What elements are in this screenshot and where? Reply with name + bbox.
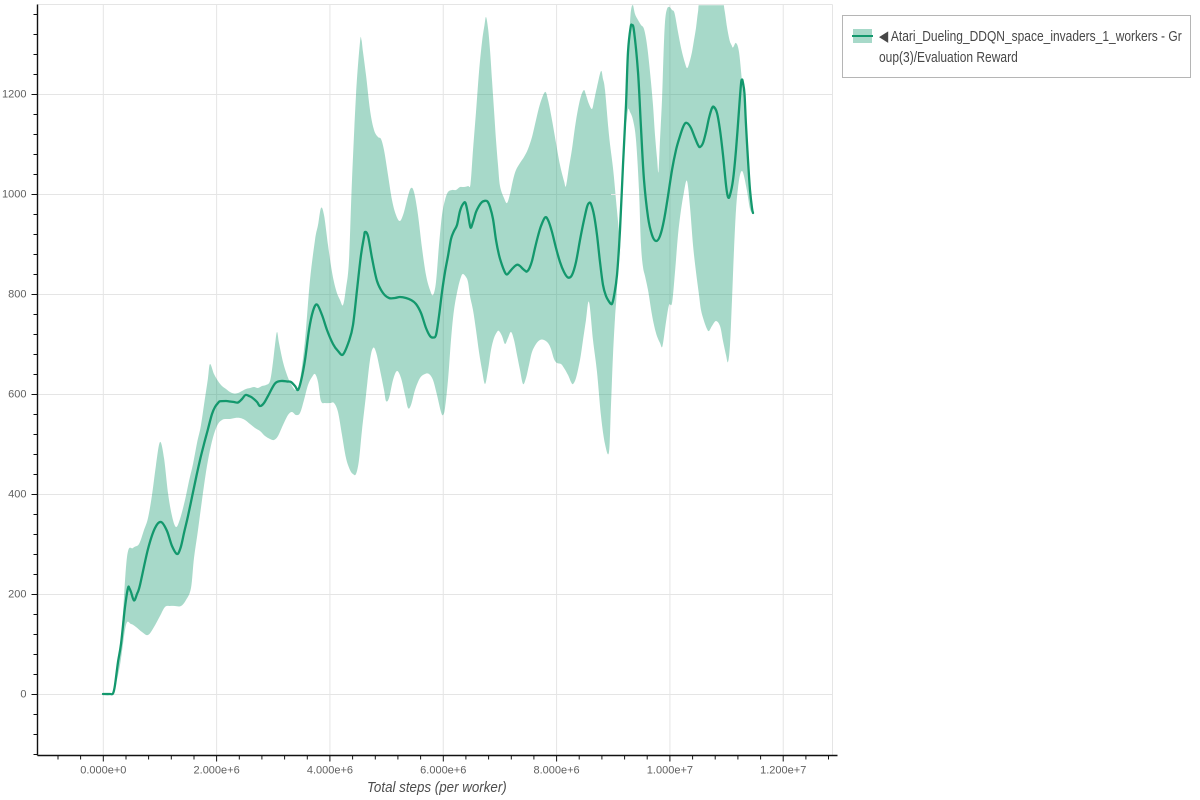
svg-text:1200: 1200 <box>2 89 26 101</box>
svg-text:1.200e+7: 1.200e+7 <box>760 765 806 777</box>
svg-text:200: 200 <box>8 589 26 601</box>
svg-text:1000: 1000 <box>2 189 26 201</box>
svg-text:0: 0 <box>20 689 26 701</box>
svg-text:4.000e+6: 4.000e+6 <box>307 765 353 777</box>
svg-text:400: 400 <box>8 489 26 501</box>
svg-text:0.000e+0: 0.000e+0 <box>80 765 126 777</box>
svg-text:1.000e+7: 1.000e+7 <box>647 765 693 777</box>
svg-text:8.000e+6: 8.000e+6 <box>533 765 579 777</box>
svg-text:2.000e+6: 2.000e+6 <box>194 765 240 777</box>
svg-text:600: 600 <box>8 389 26 401</box>
svg-text:800: 800 <box>8 289 26 301</box>
svg-text:6.000e+6: 6.000e+6 <box>420 765 466 777</box>
